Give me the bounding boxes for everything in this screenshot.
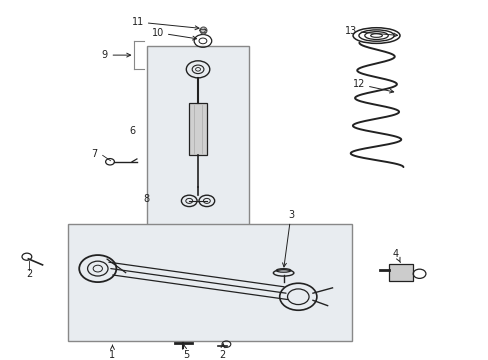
Bar — [189, 103, 206, 155]
Text: 13: 13 — [344, 26, 397, 37]
Text: 8: 8 — [142, 194, 149, 204]
Text: 11: 11 — [132, 17, 199, 30]
Text: 12: 12 — [352, 79, 393, 93]
Text: 1: 1 — [109, 345, 115, 360]
Text: 9: 9 — [101, 50, 130, 60]
Text: 4: 4 — [392, 248, 400, 262]
Bar — [388, 264, 412, 281]
Text: 5: 5 — [183, 345, 188, 360]
Text: 7: 7 — [91, 149, 98, 159]
Bar — [146, 46, 249, 231]
Text: 10: 10 — [152, 28, 196, 40]
Bar — [68, 224, 351, 341]
Text: 3: 3 — [282, 210, 293, 267]
Text: 2: 2 — [219, 344, 225, 360]
Text: 6: 6 — [129, 126, 136, 136]
Text: 2: 2 — [26, 269, 32, 279]
